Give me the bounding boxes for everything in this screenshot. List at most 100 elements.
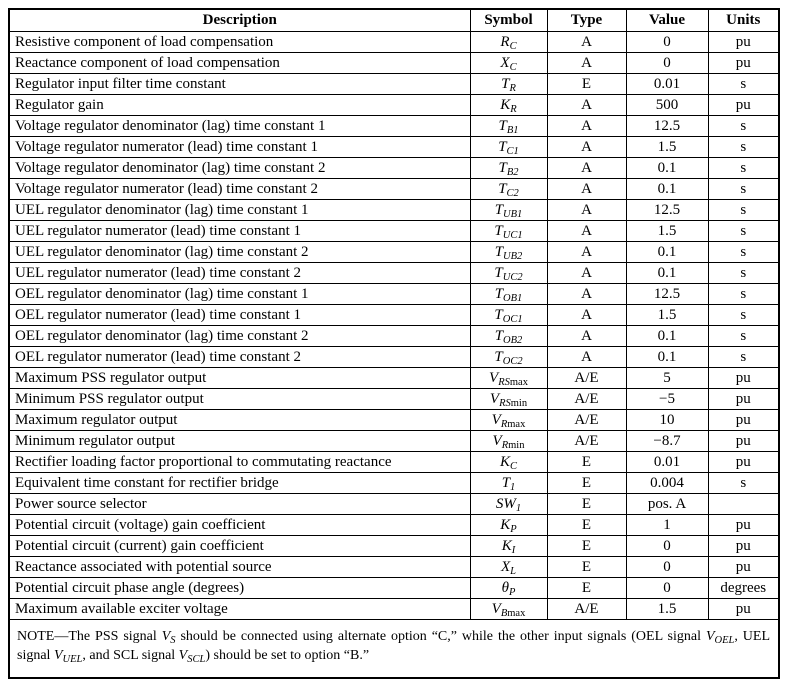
row-units: degrees xyxy=(707,577,780,599)
row-value: 0.004 xyxy=(625,472,709,494)
column-header-value: Value xyxy=(625,8,709,32)
row-value: 0.1 xyxy=(625,346,709,368)
row-symbol: TR xyxy=(469,73,548,95)
row-type: E xyxy=(546,451,627,473)
row-type: A xyxy=(546,325,627,347)
row-value: 5 xyxy=(625,367,709,389)
row-type: A xyxy=(546,52,627,74)
row-symbol: KC xyxy=(469,451,548,473)
row-description: Potential circuit phase angle (degrees) xyxy=(8,577,471,599)
table-row: Voltage regulator denominator (lag) time… xyxy=(8,115,780,137)
table-row: Reactance associated with potential sour… xyxy=(8,556,780,578)
row-description: Minimum PSS regulator output xyxy=(8,388,471,410)
row-type: A xyxy=(546,304,627,326)
row-type: A xyxy=(546,178,627,200)
row-value: 0 xyxy=(625,31,709,53)
table-row: OEL regulator numerator (lead) time cons… xyxy=(8,304,780,326)
row-symbol: TUC1 xyxy=(469,220,548,242)
row-value: 1.5 xyxy=(625,136,709,158)
row-units: s xyxy=(707,346,780,368)
table-row: Minimum PSS regulator output VRSmin A/E −5 p… xyxy=(8,388,780,410)
note-row: NOTE—The PSS signal VS should be connect… xyxy=(8,619,780,679)
row-symbol: RC xyxy=(469,31,548,53)
row-units: pu xyxy=(707,31,780,53)
table-row: Potential circuit (voltage) gain coeffic… xyxy=(8,514,780,536)
row-symbol: KI xyxy=(469,535,548,557)
table-row: OEL regulator denominator (lag) time con… xyxy=(8,325,780,347)
row-value: pos. A xyxy=(625,493,709,515)
row-value: 12.5 xyxy=(625,199,709,221)
table-row: Reactance component of load compensation… xyxy=(8,52,780,74)
row-symbol: TB2 xyxy=(469,157,548,179)
row-description: OEL regulator numerator (lead) time cons… xyxy=(8,304,471,326)
row-value: 1.5 xyxy=(625,304,709,326)
table-row: Regulator gain KR A 500 pu xyxy=(8,94,780,116)
table-row: UEL regulator denominator (lag) time con… xyxy=(8,199,780,221)
row-symbol: TC2 xyxy=(469,178,548,200)
row-description: Potential circuit (current) gain coeffic… xyxy=(8,535,471,557)
row-type: E xyxy=(546,73,627,95)
row-value: 0 xyxy=(625,556,709,578)
row-description: Voltage regulator denominator (lag) time… xyxy=(8,115,471,137)
row-value: 1 xyxy=(625,514,709,536)
row-symbol: TB1 xyxy=(469,115,548,137)
table-row: UEL regulator numerator (lead) time cons… xyxy=(8,220,780,242)
table-row: Voltage regulator numerator (lead) time … xyxy=(8,136,780,158)
row-value: 0 xyxy=(625,577,709,599)
row-units: pu xyxy=(707,409,780,431)
table-row: UEL regulator denominator (lag) time con… xyxy=(8,241,780,263)
row-units: s xyxy=(707,304,780,326)
row-type: A xyxy=(546,115,627,137)
row-type: A xyxy=(546,262,627,284)
row-description: Regulator gain xyxy=(8,94,471,116)
row-type: E xyxy=(546,535,627,557)
row-value: 0.1 xyxy=(625,325,709,347)
row-description: Maximum regulator output xyxy=(8,409,471,431)
table-row: Voltage regulator numerator (lead) time … xyxy=(8,178,780,200)
row-value: 1.5 xyxy=(625,220,709,242)
row-units: s xyxy=(707,73,780,95)
table-row: Minimum regulator output VRmin A/E −8.7 pu xyxy=(8,430,780,452)
row-symbol: VRSmin xyxy=(469,388,548,410)
row-description: Rectifier loading factor proportional to… xyxy=(8,451,471,473)
table-row: Potential circuit (current) gain coeffic… xyxy=(8,535,780,557)
row-symbol: TOC1 xyxy=(469,304,548,326)
row-units: pu xyxy=(707,556,780,578)
table-row: Resistive component of load compensation… xyxy=(8,31,780,53)
table-row: Equivalent time constant for rectifier b… xyxy=(8,472,780,494)
row-units: pu xyxy=(707,598,780,620)
row-description: UEL regulator numerator (lead) time cons… xyxy=(8,262,471,284)
row-value: 0.1 xyxy=(625,262,709,284)
row-type: A xyxy=(546,157,627,179)
row-symbol: TUB2 xyxy=(469,241,548,263)
row-symbol: XC xyxy=(469,52,548,74)
row-value: 0.01 xyxy=(625,73,709,95)
row-description: OEL regulator numerator (lead) time cons… xyxy=(8,346,471,368)
row-description: Regulator input filter time constant xyxy=(8,73,471,95)
row-value: 0.01 xyxy=(625,451,709,473)
row-symbol: θP xyxy=(469,577,548,599)
row-description: Potential circuit (voltage) gain coeffic… xyxy=(8,514,471,536)
row-value: 0.1 xyxy=(625,241,709,263)
row-units: pu xyxy=(707,52,780,74)
row-units: s xyxy=(707,199,780,221)
row-description: Maximum available exciter voltage xyxy=(8,598,471,620)
row-type: E xyxy=(546,556,627,578)
row-type: A xyxy=(546,94,627,116)
table-row: OEL regulator denominator (lag) time con… xyxy=(8,283,780,305)
row-symbol: TOB2 xyxy=(469,325,548,347)
row-value: 1.5 xyxy=(625,598,709,620)
row-units xyxy=(707,493,780,515)
row-type: E xyxy=(546,577,627,599)
table-header-row: Description Symbol Type Value Units xyxy=(8,8,780,32)
row-description: UEL regulator denominator (lag) time con… xyxy=(8,241,471,263)
column-header-type: Type xyxy=(546,8,627,32)
table-body: Resistive component of load compensation… xyxy=(8,31,780,620)
row-description: OEL regulator denominator (lag) time con… xyxy=(8,283,471,305)
row-units: pu xyxy=(707,430,780,452)
row-units: s xyxy=(707,136,780,158)
row-value: −5 xyxy=(625,388,709,410)
row-value: 500 xyxy=(625,94,709,116)
row-units: pu xyxy=(707,388,780,410)
